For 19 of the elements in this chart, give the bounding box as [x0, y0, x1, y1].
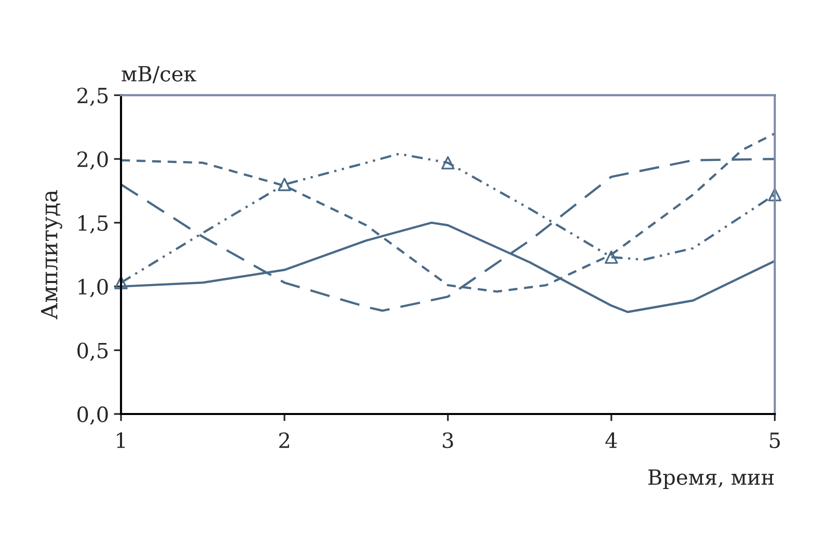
y-tick-label: 1,5: [78, 215, 108, 234]
point: [768, 188, 782, 202]
x-axis-title: Время, мин: [648, 470, 774, 490]
x-tick-label: 5: [770, 432, 780, 448]
point: [604, 250, 618, 264]
y-tick-label: 0,0: [77, 406, 108, 425]
y-tick-label: 0,5: [77, 342, 108, 361]
x-tick-label: 4: [605, 432, 617, 448]
point: [114, 276, 128, 290]
text: мВ/сек: [122, 66, 196, 84]
y-tick-label: 2,5: [77, 88, 108, 106]
point: [441, 156, 455, 170]
y-tick-label: 2,0: [77, 151, 108, 170]
y-axis-title: Амплитуда: [41, 190, 62, 320]
x-tick-label: 2: [279, 432, 290, 448]
x-tick-label: 1: [116, 432, 125, 448]
x-tick-label: 3: [442, 432, 453, 448]
point: [278, 178, 292, 192]
y-tick-label: 1,0: [78, 278, 108, 298]
